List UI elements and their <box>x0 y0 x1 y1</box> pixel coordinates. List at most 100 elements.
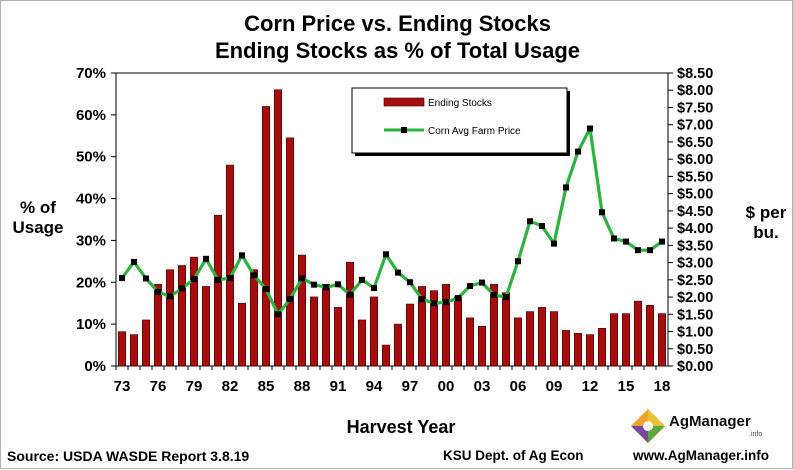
agmanager-logo: AgManager .info <box>629 407 779 445</box>
marker-corn-price-2001 <box>455 295 461 302</box>
bar-ending-stocks-2007 <box>525 311 535 367</box>
x-tick-label: 00 <box>438 378 455 395</box>
y-right-tick-label: $8.00 <box>677 83 713 99</box>
bar-ending-stocks-2010 <box>561 330 571 367</box>
marker-corn-price-1996 <box>395 269 401 276</box>
y-right-tick-label: $3.50 <box>677 238 713 254</box>
x-tick-label: 15 <box>618 378 635 395</box>
marker-corn-price-2013 <box>599 209 605 216</box>
y-axis-left-label-line2: Usage <box>12 218 64 237</box>
x-tick-label: 82 <box>222 378 239 395</box>
y-left-tick-label: 50% <box>76 149 106 166</box>
bar-ending-stocks-2002 <box>465 317 475 367</box>
y-right-tick-label: $7.50 <box>677 100 713 116</box>
y-axis-right-label: $ per bu. <box>739 203 793 243</box>
y-right-tick-label: $1.00 <box>677 325 713 341</box>
x-tick-label: 06 <box>510 378 527 395</box>
y-right-tick-label: $6.50 <box>677 135 713 151</box>
y-left-tick-label: 70% <box>76 65 106 82</box>
bar-ending-stocks-1995 <box>381 344 391 367</box>
bar-ending-stocks-2004 <box>489 284 499 367</box>
bar-ending-stocks-2018 <box>657 313 667 367</box>
y-right-tick-label: $7.00 <box>677 118 713 134</box>
line-corn-price <box>120 126 663 316</box>
y-right-tick-label: $8.50 <box>677 66 713 82</box>
bar-ending-stocks-1980 <box>201 286 211 367</box>
x-tick-label: 76 <box>150 378 167 395</box>
y-right-tick-label: $0.00 <box>677 359 713 375</box>
bar-ending-stocks-2012 <box>585 334 595 367</box>
marker-corn-price-2005 <box>503 294 509 301</box>
x-tick-label: 12 <box>582 378 599 395</box>
marker-corn-price-1993 <box>359 276 365 283</box>
marker-corn-price-1981 <box>215 276 221 283</box>
marker-corn-price-1983 <box>239 252 245 259</box>
x-tick-label: 88 <box>294 378 311 395</box>
x-tick-label: 91 <box>330 378 347 395</box>
bar-ending-stocks-1976 <box>153 284 163 367</box>
marker-corn-price-1992 <box>347 291 353 298</box>
x-tick-label: 09 <box>546 378 563 395</box>
y-right-tick-label: $5.50 <box>677 169 713 185</box>
y-right-tick-label: $1.50 <box>677 307 713 323</box>
marker-corn-price-2000 <box>443 299 449 306</box>
marker-corn-price-2007 <box>527 218 533 225</box>
y-right-tick-label: $3.00 <box>677 256 713 272</box>
bar-ending-stocks-1988 <box>297 254 307 367</box>
x-tick-label: 97 <box>402 378 419 395</box>
marker-corn-price-1999 <box>431 300 437 307</box>
marker-corn-price-1976 <box>155 288 161 295</box>
marker-corn-price-2006 <box>515 258 521 265</box>
legend-label-line: Corn Avg Farm Price <box>428 126 521 137</box>
bar-ending-stocks-2016 <box>633 300 643 367</box>
marker-corn-price-2011 <box>575 148 581 155</box>
bar-ending-stocks-1973 <box>117 331 127 367</box>
y-left-tick-label: 40% <box>76 191 106 208</box>
marker-corn-price-2003 <box>479 279 485 286</box>
logo-text: AgManager <box>669 413 751 430</box>
bar-ending-stocks-1999 <box>429 290 439 367</box>
bar-ending-stocks-1979 <box>189 256 199 367</box>
marker-corn-price-1973 <box>119 275 125 282</box>
marker-corn-price-2012 <box>587 125 593 132</box>
marker-corn-price-2016 <box>635 247 641 254</box>
y-axis-right-label-line2: bu. <box>753 223 779 242</box>
legend-label-bars: Ending Stocks <box>428 98 492 109</box>
bar-ending-stocks-1987 <box>285 137 295 367</box>
marker-corn-price-1977 <box>167 293 173 300</box>
y-axis-right-label-line1: $ per <box>745 203 787 222</box>
marker-corn-price-2004 <box>491 291 497 298</box>
legend-swatch-marker <box>401 127 407 133</box>
marker-corn-price-2009 <box>551 240 557 247</box>
marker-corn-price-1994 <box>371 285 377 292</box>
chart-subtitle: Ending Stocks as % of Total Usage <box>214 38 581 63</box>
marker-corn-price-1979 <box>191 276 197 283</box>
bar-ending-stocks-1984 <box>249 269 259 367</box>
bar-ending-stocks-1998 <box>417 286 427 367</box>
marker-corn-price-1989 <box>311 281 317 288</box>
bar-ending-stocks-1981 <box>213 215 223 367</box>
logo-suffix: .info <box>749 431 763 438</box>
bar-ending-stocks-2014 <box>609 313 619 367</box>
marker-corn-price-1974 <box>131 258 137 265</box>
bar-ending-stocks-2015 <box>621 313 631 367</box>
marker-corn-price-1986 <box>275 311 281 318</box>
website-link[interactable]: www.AgManager.info <box>633 448 770 463</box>
bar-ending-stocks-1997 <box>405 303 415 367</box>
marker-corn-price-2002 <box>467 283 473 290</box>
logo-diamond-icon <box>631 409 665 443</box>
y-left-tick-label: 10% <box>76 316 106 333</box>
bar-ending-stocks-1974 <box>129 334 139 367</box>
marker-corn-price-1978 <box>179 285 185 292</box>
bar-ending-stocks-1992 <box>345 261 355 367</box>
chart-title: Corn Price vs. Ending Stocks <box>244 11 551 36</box>
bar-ending-stocks-2003 <box>477 325 487 367</box>
y-right-tick-label: $5.00 <box>677 187 713 203</box>
bar-ending-stocks-2009 <box>549 311 559 367</box>
y-left-tick-label: 20% <box>76 274 106 291</box>
marker-corn-price-1997 <box>407 279 413 286</box>
marker-corn-price-1975 <box>143 275 149 282</box>
y-axis-left-label-line1: % of <box>20 198 56 217</box>
